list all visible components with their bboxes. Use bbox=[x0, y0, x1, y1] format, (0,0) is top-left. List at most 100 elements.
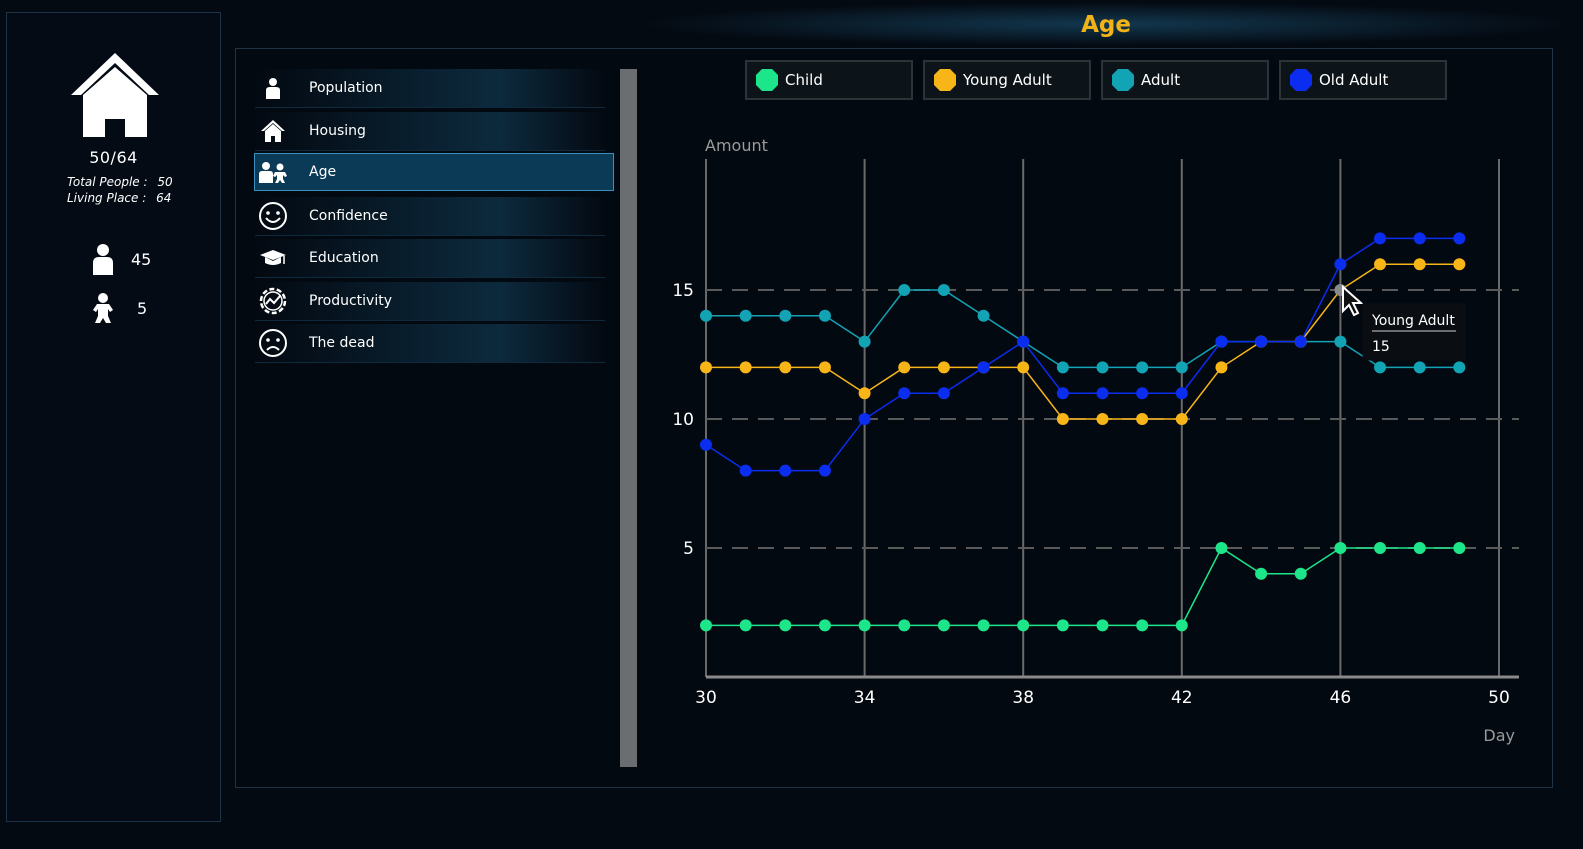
adult-point[interactable] bbox=[1175, 361, 1188, 374]
adult-point[interactable] bbox=[858, 335, 871, 348]
adult-point[interactable] bbox=[937, 284, 950, 296]
child-point[interactable] bbox=[818, 619, 831, 632]
adult-point[interactable] bbox=[1334, 335, 1347, 348]
menu-scrollbar[interactable] bbox=[620, 69, 637, 767]
adult-point[interactable] bbox=[977, 309, 990, 322]
child-count: 5 bbox=[91, 292, 147, 324]
old-adult-point[interactable] bbox=[1255, 335, 1268, 348]
adult-point[interactable] bbox=[1413, 361, 1426, 374]
adult-point[interactable] bbox=[1374, 361, 1387, 374]
legend-young-adult[interactable]: Young Adult bbox=[923, 60, 1091, 100]
legend-adult[interactable]: Adult bbox=[1101, 60, 1269, 100]
old-adult-point[interactable] bbox=[1017, 335, 1030, 348]
tooltip-value: 15 bbox=[1372, 339, 1390, 355]
child-point[interactable] bbox=[1017, 619, 1030, 632]
old-adult-point[interactable] bbox=[898, 387, 911, 400]
child-point[interactable] bbox=[898, 619, 911, 632]
child-point[interactable] bbox=[858, 619, 871, 632]
child-point[interactable] bbox=[1374, 542, 1387, 554]
child-point[interactable] bbox=[1334, 542, 1347, 554]
old-adult-point[interactable] bbox=[1136, 387, 1149, 400]
young-adult-point[interactable] bbox=[739, 361, 752, 374]
child-point[interactable] bbox=[1294, 567, 1307, 580]
young-adult-point[interactable] bbox=[1453, 258, 1466, 271]
adult-point[interactable] bbox=[1453, 361, 1466, 374]
gear-chart-icon bbox=[259, 287, 287, 315]
old-adult-point[interactable] bbox=[977, 361, 990, 374]
menu-item-the-dead[interactable]: The dead bbox=[255, 324, 605, 363]
child-point[interactable] bbox=[937, 619, 950, 632]
old-adult-point[interactable] bbox=[779, 464, 792, 477]
old-adult-point[interactable] bbox=[1056, 387, 1069, 400]
adult-point[interactable] bbox=[898, 284, 911, 296]
old-adult-point[interactable] bbox=[858, 413, 871, 425]
y-tick-label: 10 bbox=[672, 410, 694, 430]
x-tick-label: 50 bbox=[1488, 688, 1510, 708]
adult-point[interactable] bbox=[1096, 361, 1109, 374]
young-adult-point[interactable] bbox=[1096, 413, 1109, 425]
young-adult-point[interactable] bbox=[779, 361, 792, 374]
menu-item-education[interactable]: Education bbox=[255, 239, 605, 278]
young-adult-point[interactable] bbox=[937, 361, 950, 374]
child-point[interactable] bbox=[977, 619, 990, 632]
old-adult-point[interactable] bbox=[818, 464, 831, 477]
child-point[interactable] bbox=[1175, 619, 1188, 632]
old-adult-point[interactable] bbox=[937, 387, 950, 400]
adult-point[interactable] bbox=[1056, 361, 1069, 374]
old-adult-point[interactable] bbox=[1096, 387, 1109, 400]
adult-point[interactable] bbox=[1136, 361, 1149, 374]
young-adult-point[interactable] bbox=[1175, 413, 1188, 425]
old-adult-point[interactable] bbox=[1215, 335, 1228, 348]
mouse-cursor-icon bbox=[1342, 284, 1364, 317]
adult-person-icon bbox=[93, 244, 113, 275]
young-adult-point[interactable] bbox=[1413, 258, 1426, 271]
old-adult-point[interactable] bbox=[1413, 232, 1426, 245]
chart-tooltip: Young Adult 15 bbox=[1342, 284, 1466, 361]
menu-item-age[interactable]: Age bbox=[254, 153, 614, 191]
stats-panel: Population Housing Age Confidence Educat… bbox=[235, 48, 1553, 788]
young-adult-point[interactable] bbox=[700, 361, 712, 374]
child-point[interactable] bbox=[700, 619, 712, 632]
x-tick-label: 34 bbox=[854, 688, 876, 708]
old-adult-point[interactable] bbox=[1294, 335, 1307, 348]
menu-item-productivity[interactable]: Productivity bbox=[255, 282, 605, 321]
child-point[interactable] bbox=[1453, 542, 1466, 554]
child-point[interactable] bbox=[1255, 567, 1268, 580]
young-adult-point[interactable] bbox=[1017, 361, 1030, 374]
old-adult-point[interactable] bbox=[1334, 258, 1347, 271]
old-adult-point[interactable] bbox=[1374, 232, 1387, 245]
young-adult-point[interactable] bbox=[1136, 413, 1149, 425]
house-icon bbox=[71, 53, 159, 137]
young-adult-point[interactable] bbox=[898, 361, 911, 374]
child-point[interactable] bbox=[1136, 619, 1149, 632]
adult-point[interactable] bbox=[779, 309, 792, 322]
young-adult-point[interactable] bbox=[818, 361, 831, 374]
legend-old-adult[interactable]: Old Adult bbox=[1279, 60, 1447, 100]
adult-point[interactable] bbox=[739, 309, 752, 322]
young-adult-point[interactable] bbox=[1215, 361, 1228, 374]
living-place-stat: Living Place : 64 bbox=[67, 191, 172, 205]
young-adult-point[interactable] bbox=[858, 387, 871, 400]
child-point[interactable] bbox=[1096, 619, 1109, 632]
child-point[interactable] bbox=[1056, 619, 1069, 632]
old-adult-point[interactable] bbox=[700, 438, 712, 451]
child-point[interactable] bbox=[739, 619, 752, 632]
old-adult-point[interactable] bbox=[1175, 387, 1188, 400]
old-adult-point[interactable] bbox=[739, 464, 752, 477]
legend-child[interactable]: Child bbox=[745, 60, 913, 100]
menu-item-population[interactable]: Population bbox=[255, 69, 605, 108]
young-adult-point[interactable] bbox=[1056, 413, 1069, 425]
old-adult-point[interactable] bbox=[1453, 232, 1466, 245]
graduation-cap-icon bbox=[260, 250, 286, 265]
adult-point[interactable] bbox=[818, 309, 831, 322]
adult-point[interactable] bbox=[700, 309, 712, 322]
child-point[interactable] bbox=[1413, 542, 1426, 554]
chart-series bbox=[700, 232, 1466, 632]
age-line-chart: Amount Day 30 34 38 42 46 50 5 10 15 Young Adult… bbox=[672, 136, 1519, 745]
child-point[interactable] bbox=[1215, 542, 1228, 554]
young-adult-point[interactable] bbox=[1374, 258, 1387, 271]
menu-item-housing[interactable]: Housing bbox=[255, 112, 605, 151]
child-point[interactable] bbox=[779, 619, 792, 632]
menu-item-confidence[interactable]: Confidence bbox=[255, 197, 605, 236]
young-adult-octagon-icon bbox=[934, 69, 956, 91]
